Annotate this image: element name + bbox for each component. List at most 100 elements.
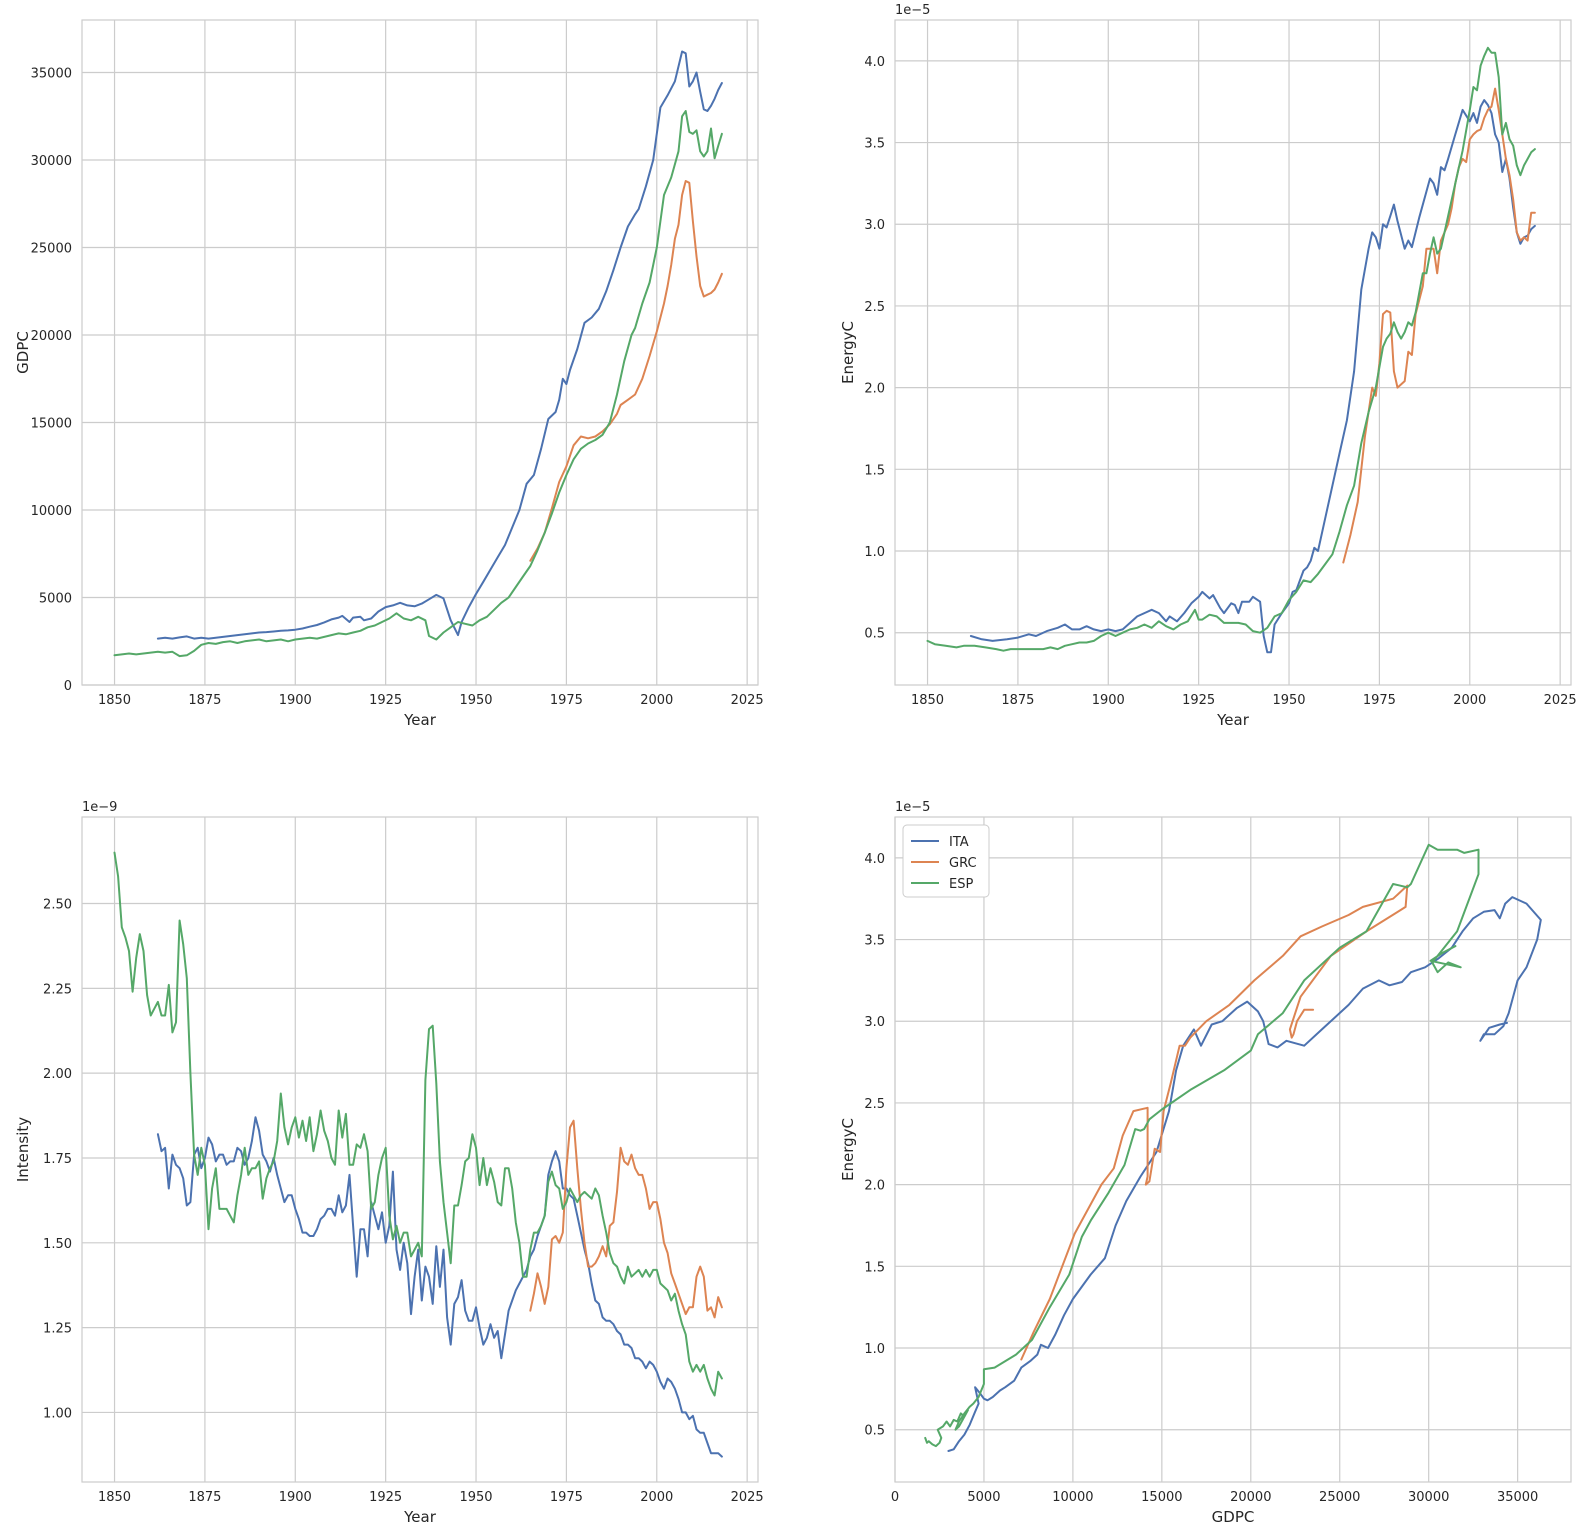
gdp-x-tick-label: 1850 xyxy=(98,693,131,708)
scatter-plot-frame xyxy=(894,816,1572,1483)
energy-lines xyxy=(926,46,1536,654)
intensity-x-tick-label: 1925 xyxy=(369,1490,402,1505)
intensity-series-blue-line xyxy=(156,1116,723,1458)
gdp-y-tick-label: 10000 xyxy=(31,504,72,519)
scatter-x-tick-label: 15000 xyxy=(1141,1490,1182,1505)
scatter-offset-text: 1e−5 xyxy=(895,800,930,815)
legend-label-esp: ESP xyxy=(949,877,973,892)
gdp-y-tick-label: 25000 xyxy=(31,242,72,257)
energy-series-green-line xyxy=(926,46,1536,652)
energy-panel: 1850 1875 1900 1925 1950 1975 2000 2025 0.5 1.0 1.… xyxy=(839,3,1577,729)
intensity-panel: 1850 1875 1900 1925 1950 1975 2000 2025 1.00 1.25… xyxy=(14,800,764,1526)
scatter-lines xyxy=(924,843,1542,1452)
gdp-series-orange-line xyxy=(529,180,723,562)
energy-offset-text: 1e−5 xyxy=(895,3,930,18)
gdp-x-tick-label: 2000 xyxy=(640,693,673,708)
scatter-y-axis-label: EnergyC xyxy=(839,1118,857,1181)
gdp-lines xyxy=(113,50,723,658)
scatter-y-tick-label: 3.5 xyxy=(864,934,885,949)
gdp-x-axis-label: Year xyxy=(403,711,437,729)
gdp-series-blue-line xyxy=(156,50,723,640)
intensity-x-tick-label: 1950 xyxy=(459,1490,492,1505)
energy-grid xyxy=(895,20,1571,685)
energy-plot-frame xyxy=(894,19,1572,686)
gdp-y-tick-label: 20000 xyxy=(31,329,72,344)
gdp-x-tick-label: 1875 xyxy=(188,693,221,708)
scatter-series-esp-line xyxy=(924,843,1480,1448)
scatter-y-tick-label: 3.0 xyxy=(864,1015,885,1030)
scatter-x-tick-label: 30000 xyxy=(1408,1490,1449,1505)
energy-series-orange-line xyxy=(1342,87,1536,564)
intensity-y-tick-label: 2.00 xyxy=(43,1067,72,1082)
energy-y-tick-label: 2.0 xyxy=(864,382,885,397)
gdp-panel: 1850 1875 1900 1925 1950 1975 2000 2025 0 5000 100… xyxy=(14,19,764,729)
intensity-offset-text: 1e−9 xyxy=(82,800,117,815)
intensity-plot-frame xyxy=(81,816,759,1483)
energy-y-tick-label: 4.0 xyxy=(864,55,885,70)
legend-box xyxy=(902,824,990,898)
scatter-y-tick-label: 1.0 xyxy=(864,1342,885,1357)
scatter-x-tick-label: 10000 xyxy=(1052,1490,1093,1505)
legend-entry-grc: GRC xyxy=(911,856,977,871)
energy-x-axis-label: Year xyxy=(1216,711,1250,729)
scatter-series-ita-line xyxy=(947,896,1542,1452)
gdp-grid xyxy=(82,20,758,686)
scatter-y-tick-label: 2.5 xyxy=(864,1097,885,1112)
intensity-y-axis-label: Intensity xyxy=(14,1117,32,1182)
energy-y-tick-label: 3.0 xyxy=(864,218,885,233)
gdp-y-tick-label: 5000 xyxy=(39,592,72,607)
intensity-x-tick-label: 1850 xyxy=(98,1490,131,1505)
intensity-series-orange-line xyxy=(529,1119,723,1319)
energy-y-tick-label: 1.5 xyxy=(864,463,885,478)
intensity-lines xyxy=(113,851,723,1458)
intensity-x-axis-label: Year xyxy=(403,1508,437,1526)
energy-x-tick-label: 1900 xyxy=(1092,693,1125,708)
energy-x-tick-label: 1925 xyxy=(1182,693,1215,708)
energy-y-tick-label: 1.0 xyxy=(864,545,885,560)
gdp-series-green-line xyxy=(113,110,723,658)
energy-x-tick-label: 2025 xyxy=(1544,693,1577,708)
energy-x-tick-label: 1950 xyxy=(1272,693,1305,708)
energy-y-tick-label: 0.5 xyxy=(864,627,885,642)
intensity-x-tick-label: 2000 xyxy=(640,1490,673,1505)
gdp-y-tick-label: 0 xyxy=(64,679,72,694)
energy-x-tick-label: 1975 xyxy=(1363,693,1396,708)
intensity-y-tick-label: 1.75 xyxy=(43,1152,72,1167)
energy-x-tick-label: 1850 xyxy=(911,693,944,708)
gdp-y-tick-label: 30000 xyxy=(31,154,72,169)
scatter-series-grc-line xyxy=(1020,884,1409,1361)
scatter-y-tick-label: 4.0 xyxy=(864,852,885,867)
legend: ITA GRC ESP xyxy=(902,824,990,898)
scatter-x-tick-label: 5000 xyxy=(967,1490,1000,1505)
legend-label-ita: ITA xyxy=(949,835,969,850)
gdp-y-tick-label: 35000 xyxy=(31,67,72,82)
intensity-ticks: 1850 1875 1900 1925 1950 1975 2000 2025 1.00 1.25… xyxy=(43,898,764,1505)
scatter-y-tick-label: 0.5 xyxy=(864,1424,885,1439)
intensity-x-tick-label: 2025 xyxy=(731,1490,764,1505)
intensity-y-tick-label: 1.25 xyxy=(43,1322,72,1337)
intensity-y-tick-label: 2.25 xyxy=(43,982,72,997)
energy-y-tick-label: 2.5 xyxy=(864,300,885,315)
energy-y-tick-label: 3.5 xyxy=(864,137,885,152)
gdp-plot-frame xyxy=(81,19,759,686)
scatter-x-axis-label: GDPC xyxy=(1212,1508,1255,1526)
scatter-y-tick-label: 2.0 xyxy=(864,1179,885,1194)
intensity-x-tick-label: 1900 xyxy=(279,1490,312,1505)
energy-ticks: 1850 1875 1900 1925 1950 1975 2000 2025 0.5 1.0 1.… xyxy=(864,55,1576,708)
energy-series-blue-line xyxy=(969,99,1536,654)
scatter-x-tick-label: 20000 xyxy=(1230,1490,1271,1505)
intensity-x-tick-label: 1875 xyxy=(188,1490,221,1505)
intensity-y-tick-label: 1.00 xyxy=(43,1406,72,1421)
scatter-x-tick-label: 0 xyxy=(891,1490,899,1505)
gdp-x-tick-label: 2025 xyxy=(731,693,764,708)
energy-y-axis-label: EnergyC xyxy=(839,321,857,384)
gdp-y-tick-label: 15000 xyxy=(31,417,72,432)
gdp-x-tick-label: 1925 xyxy=(369,693,402,708)
legend-entry-esp: ESP xyxy=(911,877,973,892)
legend-entry-ita: ITA xyxy=(911,835,969,850)
gdp-x-tick-label: 1900 xyxy=(279,693,312,708)
intensity-x-tick-label: 1975 xyxy=(550,1490,583,1505)
scatter-panel: 0 5000 10000 15000 20000 25000 30000 35000 0.5 1.… xyxy=(839,800,1572,1526)
